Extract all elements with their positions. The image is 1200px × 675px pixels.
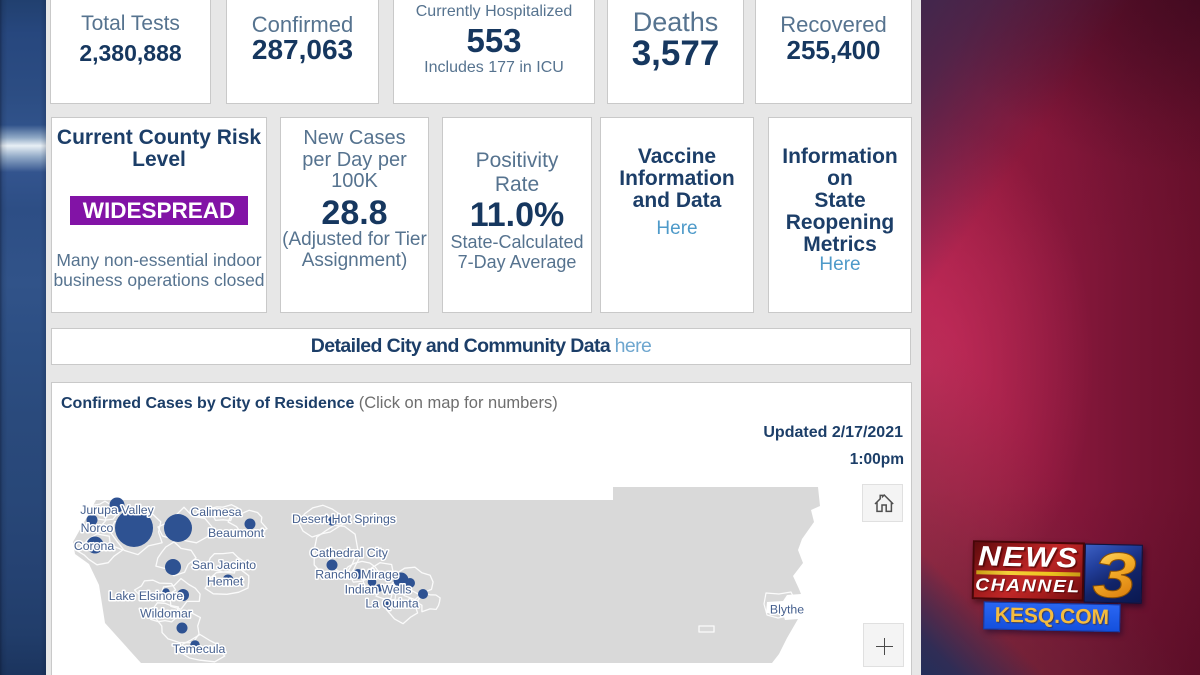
- svg-text:Blythe: Blythe: [770, 603, 804, 617]
- svg-text:Hemet: Hemet: [207, 575, 244, 589]
- svg-text:Lake Elsinore: Lake Elsinore: [109, 589, 184, 603]
- svg-text:La Quinta: La Quinta: [365, 597, 418, 611]
- svg-text:Indian Wells: Indian Wells: [345, 583, 412, 597]
- svg-text:Wildomar: Wildomar: [140, 607, 192, 621]
- svg-text:Temecula: Temecula: [173, 642, 226, 656]
- svg-text:Norco: Norco: [81, 521, 114, 535]
- svg-text:3: 3: [1092, 545, 1137, 604]
- svg-text:Desert Hot Springs: Desert Hot Springs: [292, 512, 396, 526]
- svg-text:Rancho Mirage: Rancho Mirage: [315, 568, 399, 582]
- svg-text:Cathedral City: Cathedral City: [310, 546, 389, 560]
- svg-text:Calimesa: Calimesa: [190, 505, 241, 519]
- svg-text:Beaumont: Beaumont: [208, 526, 265, 540]
- svg-text:San Jacinto: San Jacinto: [192, 558, 256, 572]
- svg-text:Corona: Corona: [74, 539, 114, 553]
- svg-text:Jurupa Valley: Jurupa Valley: [80, 503, 154, 517]
